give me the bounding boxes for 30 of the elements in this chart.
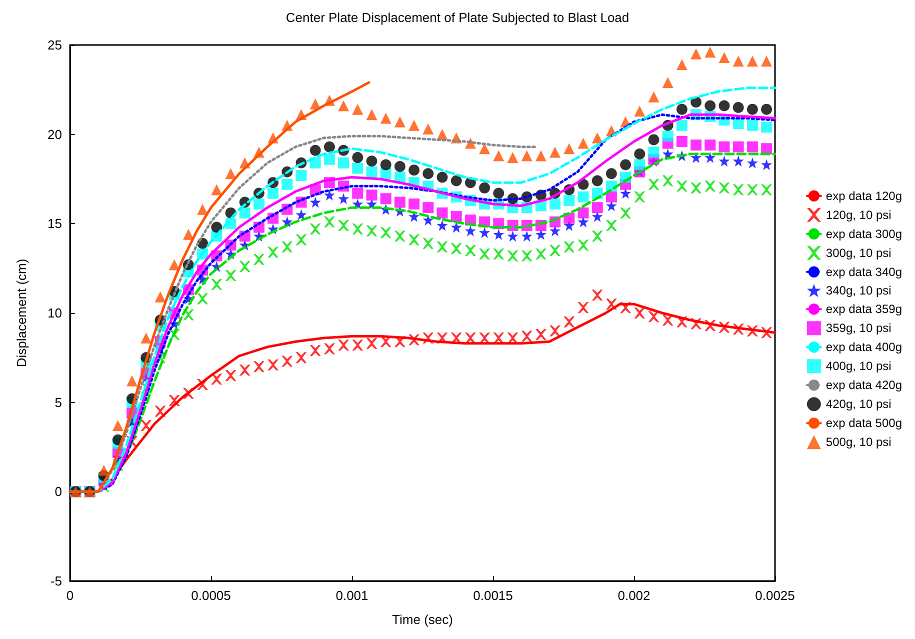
x-tick-label: 0.0025 [755,588,795,603]
y-tick-label: 20 [48,126,62,142]
y-tick-label: 25 [48,38,62,52]
y-tick-label: 15 [48,216,62,232]
y-tick-label: 5 [54,394,62,410]
legend-label: exp data 420g [826,378,902,392]
legend-label: 420g, 10 psi [826,397,892,412]
y-axis-title: Displacement (cm) [14,258,29,368]
chart-title: Center Plate Displacement of Plate Subjected to Blast Load [286,10,630,25]
legend-label: 359g, 10 psi [826,321,892,336]
y-tick-label: -5 [50,574,62,588]
x-tick-label: 0.002 [618,588,650,603]
x-tick-label: 0 [66,588,74,603]
legend-label: exp data 340g [826,264,902,279]
legend-label: exp data 400g [826,340,902,354]
x-tick-label: 0.0005 [191,588,231,603]
legend-label: exp data 359g [826,302,902,316]
y-tick-label: 0 [54,484,62,500]
legend-label: 500g, 10 psi [826,435,892,450]
x-tick-label: 0.001 [336,588,368,603]
legend-label: 300g, 10 psi [826,246,892,260]
legend-label: 400g, 10 psi [826,359,892,374]
legend-label: exp data 500g [826,416,902,430]
x-axis-title: Time (sec) [392,612,453,627]
legend-label: 340g, 10 psi [826,284,892,298]
legend-label: exp data 300g [826,226,902,241]
y-tick-label: 10 [48,306,62,320]
legend-label: 120g, 10 psi [826,208,892,222]
x-tick-label: 0.0015 [473,588,513,603]
legend-label: exp data 120g [826,188,902,203]
